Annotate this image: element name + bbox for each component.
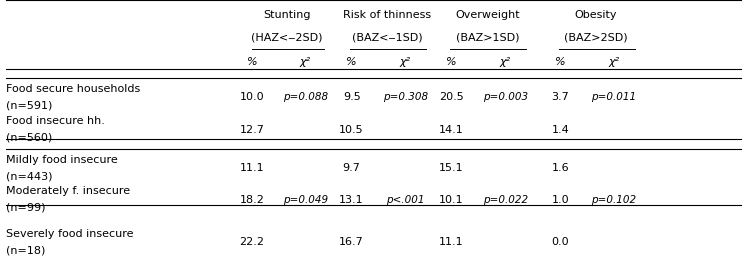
Text: (n=99): (n=99) bbox=[6, 203, 45, 213]
Text: 12.7: 12.7 bbox=[239, 125, 264, 135]
Text: (BAZ>1SD): (BAZ>1SD) bbox=[456, 32, 520, 42]
Text: Stunting: Stunting bbox=[263, 10, 311, 20]
Text: %: % bbox=[346, 57, 357, 67]
Text: p<.001: p<.001 bbox=[386, 195, 425, 205]
Text: 16.7: 16.7 bbox=[339, 237, 364, 247]
Text: (BAZ<‒1SD): (BAZ<‒1SD) bbox=[352, 32, 422, 42]
Text: Mildly food insecure: Mildly food insecure bbox=[6, 155, 118, 165]
Text: 10.5: 10.5 bbox=[339, 125, 364, 135]
Text: 11.1: 11.1 bbox=[239, 163, 264, 173]
Text: 10.0: 10.0 bbox=[239, 92, 264, 102]
Text: p=0.003: p=0.003 bbox=[483, 92, 527, 102]
Text: 18.2: 18.2 bbox=[239, 195, 264, 205]
Text: (BAZ>2SD): (BAZ>2SD) bbox=[564, 32, 628, 42]
Text: 3.7: 3.7 bbox=[551, 92, 569, 102]
Text: (n=560): (n=560) bbox=[6, 133, 52, 143]
Text: χ²: χ² bbox=[300, 57, 311, 67]
Text: Moderately f. insecure: Moderately f. insecure bbox=[6, 186, 130, 196]
Text: 10.1: 10.1 bbox=[439, 195, 464, 205]
Text: %: % bbox=[555, 57, 565, 67]
Text: 11.1: 11.1 bbox=[439, 237, 464, 247]
Text: Severely food insecure: Severely food insecure bbox=[6, 229, 133, 239]
Text: 9.5: 9.5 bbox=[343, 92, 361, 102]
Text: Food secure households: Food secure households bbox=[6, 84, 140, 94]
Text: 22.2: 22.2 bbox=[239, 237, 264, 247]
Text: p=0.088: p=0.088 bbox=[283, 92, 328, 102]
Text: (n=18): (n=18) bbox=[6, 246, 45, 255]
Text: χ²: χ² bbox=[500, 57, 510, 67]
Text: (n=443): (n=443) bbox=[6, 171, 52, 181]
Text: Risk of thinness: Risk of thinness bbox=[343, 10, 431, 20]
Text: 15.1: 15.1 bbox=[439, 163, 464, 173]
Text: p=0.308: p=0.308 bbox=[383, 92, 428, 102]
Text: 0.0: 0.0 bbox=[551, 237, 569, 247]
Text: 14.1: 14.1 bbox=[439, 125, 464, 135]
Text: (HAZ<‒2SD): (HAZ<‒2SD) bbox=[251, 32, 323, 42]
Text: 1.0: 1.0 bbox=[551, 195, 569, 205]
Text: Obesity: Obesity bbox=[574, 10, 618, 20]
Text: 9.7: 9.7 bbox=[343, 163, 361, 173]
Text: χ²: χ² bbox=[609, 57, 619, 67]
Text: χ²: χ² bbox=[400, 57, 410, 67]
Text: p=0.049: p=0.049 bbox=[283, 195, 328, 205]
Text: p=0.022: p=0.022 bbox=[483, 195, 527, 205]
Text: 20.5: 20.5 bbox=[439, 92, 464, 102]
Text: 1.4: 1.4 bbox=[551, 125, 569, 135]
Text: p=0.102: p=0.102 bbox=[592, 195, 636, 205]
Text: p=0.011: p=0.011 bbox=[592, 92, 636, 102]
Text: %: % bbox=[247, 57, 257, 67]
Text: %: % bbox=[446, 57, 457, 67]
Text: 1.6: 1.6 bbox=[551, 163, 569, 173]
Text: (n=591): (n=591) bbox=[6, 100, 52, 110]
Text: Overweight: Overweight bbox=[456, 10, 520, 20]
Text: 13.1: 13.1 bbox=[339, 195, 364, 205]
Text: Food insecure hh.: Food insecure hh. bbox=[6, 116, 105, 126]
